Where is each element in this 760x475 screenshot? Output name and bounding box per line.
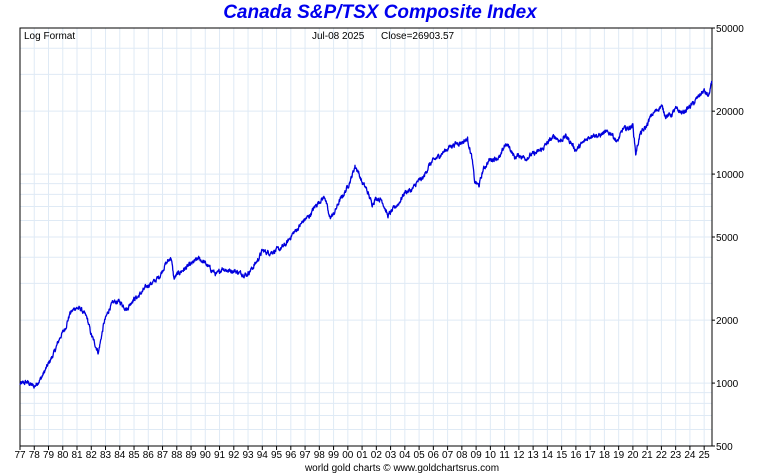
x-tick-label: 77 (14, 450, 26, 461)
x-tick-label: 19 (613, 450, 625, 461)
last-date: Jul-08 2025 (312, 31, 365, 42)
x-tick-label: 25 (699, 450, 711, 461)
x-tick-label: 24 (684, 450, 696, 461)
x-tick-label: 17 (585, 450, 597, 461)
close-label: Close=26903.57 (381, 31, 455, 42)
x-tick-label: 90 (200, 450, 212, 461)
chart-title: Canada S&P/TSX Composite Index (223, 2, 537, 23)
x-tick-label: 84 (114, 450, 126, 461)
x-tick-label: 03 (385, 450, 397, 461)
y-tick-label: 5000 (716, 233, 739, 244)
x-tick-label: 07 (442, 450, 454, 461)
y-tick-label: 1000 (716, 379, 739, 390)
x-tick-label: 79 (43, 450, 55, 461)
x-tick-label: 85 (128, 450, 140, 461)
y-tick-label: 500 (716, 442, 733, 453)
x-tick-label: 02 (371, 450, 383, 461)
x-tick-label: 91 (214, 450, 226, 461)
x-tick-label: 78 (29, 450, 41, 461)
x-tick-label: 94 (257, 450, 269, 461)
x-tick-label: 89 (185, 450, 197, 461)
y-tick-label: 2000 (716, 316, 739, 327)
x-tick-label: 06 (428, 450, 440, 461)
y-tick-label: 50000 (716, 24, 744, 35)
x-tick-label: 00 (342, 450, 354, 461)
x-tick-label: 88 (171, 450, 183, 461)
x-tick-label: 04 (399, 450, 411, 461)
x-tick-label: 10 (485, 450, 497, 461)
x-tick-label: 98 (314, 450, 326, 461)
x-tick-label: 01 (357, 450, 369, 461)
x-tick-label: 92 (228, 450, 240, 461)
x-tick-label: 15 (556, 450, 568, 461)
x-axis: 77 78 79 80 81 82 83 84 85 86 87 88 89 90 91 92 93 94 95 96… (14, 446, 710, 461)
x-tick-label: 09 (471, 450, 483, 461)
y-tick-label: 20000 (716, 107, 744, 118)
x-tick-label: 11 (499, 450, 510, 461)
x-tick-label: 86 (143, 450, 155, 461)
x-tick-label: 08 (456, 450, 468, 461)
x-tick-label: 16 (570, 450, 582, 461)
x-tick-label: 83 (100, 450, 112, 461)
x-tick-label: 81 (71, 450, 83, 461)
x-tick-label: 05 (414, 450, 426, 461)
x-tick-label: 22 (656, 450, 668, 461)
x-tick-label: 13 (528, 450, 540, 461)
x-tick-label: 93 (242, 450, 254, 461)
x-tick-label: 21 (642, 450, 654, 461)
x-tick-label: 14 (542, 450, 554, 461)
x-tick-label: 96 (285, 450, 297, 461)
scale-note: Log Format (24, 31, 75, 42)
series-line (19, 80, 713, 389)
x-tick-label: 82 (86, 450, 98, 461)
x-tick-label: 20 (627, 450, 639, 461)
x-tick-label: 12 (513, 450, 525, 461)
grid (19, 28, 712, 446)
y-tick-label: 10000 (716, 170, 744, 181)
x-tick-label: 18 (599, 450, 611, 461)
y-axis: 500 1000 2000 5000 10000 20000 50000 (712, 24, 744, 453)
x-tick-label: 80 (57, 450, 69, 461)
x-tick-label: 99 (328, 450, 340, 461)
x-tick-label: 23 (670, 450, 682, 461)
x-tick-label: 95 (271, 450, 283, 461)
x-tick-label: 87 (157, 450, 169, 461)
footer: world gold charts © www.goldchartsrus.co… (304, 463, 499, 474)
x-tick-label: 97 (300, 450, 312, 461)
